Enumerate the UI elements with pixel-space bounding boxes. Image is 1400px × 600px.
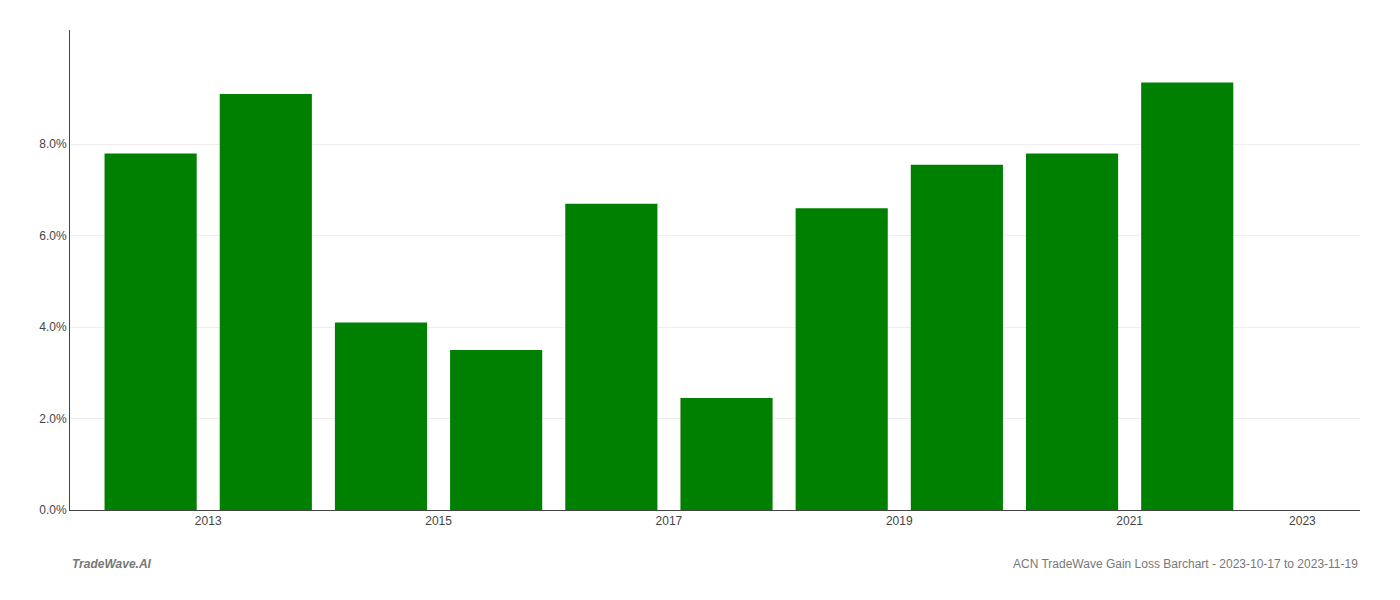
svg-text:2.0%: 2.0% (39, 412, 67, 426)
svg-text:6.0%: 6.0% (39, 229, 67, 243)
svg-text:2015: 2015 (425, 514, 452, 528)
svg-text:2017: 2017 (656, 514, 683, 528)
svg-text:0.0%: 0.0% (39, 503, 67, 517)
svg-text:8.0%: 8.0% (39, 137, 67, 151)
svg-text:2023: 2023 (1289, 514, 1316, 528)
svg-text:2013: 2013 (195, 514, 222, 528)
svg-text:2019: 2019 (886, 514, 913, 528)
svg-text:4.0%: 4.0% (39, 320, 67, 334)
svg-text:2021: 2021 (1116, 514, 1143, 528)
svg-text:TradeWave.AI: TradeWave.AI (72, 557, 152, 571)
svg-text:ACN TradeWave Gain Loss Barcha: ACN TradeWave Gain Loss Barchart - 2023-… (1013, 557, 1358, 571)
